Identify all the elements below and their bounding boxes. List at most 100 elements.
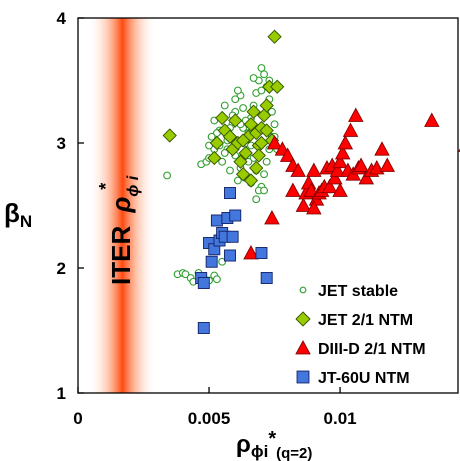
data-point xyxy=(224,187,236,199)
data-point xyxy=(220,101,229,110)
data-point xyxy=(348,107,364,122)
data-point xyxy=(163,171,172,180)
data-point xyxy=(224,249,236,262)
data-point xyxy=(327,170,343,185)
x-axis-label-symbol: ρ xyxy=(236,431,251,458)
data-point xyxy=(270,120,279,129)
iter-label-sub: ϕ i xyxy=(125,175,142,197)
data-point xyxy=(181,270,190,279)
data-point xyxy=(260,272,273,284)
y-axis-label-symbol: β xyxy=(4,198,20,228)
data-point xyxy=(259,98,274,113)
series-square xyxy=(195,187,273,334)
data-point xyxy=(233,176,242,185)
y-tick-label: 2 xyxy=(57,259,66,278)
data-point xyxy=(295,197,312,212)
iter-label-sup: * xyxy=(96,183,116,190)
data-point xyxy=(228,113,243,128)
data-point xyxy=(215,110,230,126)
data-point xyxy=(279,147,296,162)
data-point xyxy=(235,167,251,182)
legend-label: JET stable xyxy=(318,283,398,300)
data-point xyxy=(379,157,395,172)
data-point xyxy=(251,148,266,163)
x-axis-label: ρϕi*(q=2) xyxy=(236,428,312,461)
data-point xyxy=(226,230,239,243)
data-point xyxy=(162,128,177,143)
data-point xyxy=(243,117,259,132)
series-triangle xyxy=(243,107,460,260)
data-point xyxy=(260,186,268,195)
data-point xyxy=(222,129,238,144)
y-tick-label: 3 xyxy=(57,134,66,153)
data-point xyxy=(254,135,269,151)
data-point xyxy=(239,104,248,112)
data-point xyxy=(285,182,301,197)
plot-frame xyxy=(77,17,459,394)
data-point xyxy=(259,123,274,138)
data-point xyxy=(321,178,338,194)
legend-label: JET 2/1 NTM xyxy=(318,312,413,329)
legend-label: DIII-D 2/1 NTM xyxy=(318,341,426,358)
iter-label-text: ITER xyxy=(106,226,136,285)
data-point xyxy=(226,166,234,175)
data-point xyxy=(205,255,218,268)
legend: JET stable JET 2/1 NTM DIII-D 2/1 NTM JT-60… xyxy=(295,283,426,387)
data-point xyxy=(353,157,369,172)
data-point xyxy=(238,145,253,161)
y-tick-label: 1 xyxy=(57,384,66,403)
data-point xyxy=(260,70,268,79)
legend-marker xyxy=(296,370,310,384)
data-point xyxy=(209,135,225,151)
data-point xyxy=(257,86,266,95)
data-point xyxy=(255,247,268,259)
x-axis-label-sub1: ϕi xyxy=(251,442,268,461)
data-point xyxy=(231,95,240,104)
data-point xyxy=(212,275,221,284)
x-axis-label-sub2: (q=2) xyxy=(276,445,312,461)
x-tick-label: 0.005 xyxy=(188,409,231,428)
data-point xyxy=(243,173,259,188)
data-point xyxy=(267,29,282,44)
data-point xyxy=(246,104,261,119)
data-point xyxy=(210,214,223,227)
data-points xyxy=(162,29,460,334)
svg-text:ITER ρϕ i*: ITER ρϕ i * xyxy=(96,175,142,285)
data-point xyxy=(342,122,359,137)
data-point xyxy=(207,150,222,166)
data-point xyxy=(207,132,216,141)
data-point xyxy=(337,135,354,150)
iter-band xyxy=(88,18,157,393)
data-point xyxy=(306,162,322,177)
data-point xyxy=(218,257,227,266)
data-point xyxy=(268,107,276,116)
x-tick-label: 0 xyxy=(73,409,82,428)
data-point xyxy=(197,277,210,289)
iter-band-label: ITER ρϕ i * xyxy=(96,175,142,285)
data-point xyxy=(233,86,242,95)
x-axis-ticks: 0 0.005 0.01 xyxy=(73,387,357,428)
data-point xyxy=(243,245,259,260)
data-point xyxy=(332,153,348,169)
x-tick-label: 0.01 xyxy=(324,409,357,428)
y-axis-label: βN xyxy=(4,198,32,231)
data-point xyxy=(256,108,272,123)
data-point xyxy=(260,170,268,179)
data-point xyxy=(264,210,280,225)
data-point xyxy=(197,322,210,334)
data-point xyxy=(358,170,375,185)
data-point xyxy=(220,149,229,157)
iter-label-symbol: ρ xyxy=(106,197,136,214)
data-point xyxy=(306,200,322,215)
series-diamond xyxy=(162,29,285,188)
legend-marker xyxy=(295,340,311,355)
data-point xyxy=(249,160,264,176)
data-point xyxy=(424,112,440,127)
data-point xyxy=(329,162,346,177)
data-point xyxy=(334,145,351,160)
data-point xyxy=(235,133,251,148)
y-tick-label: 4 xyxy=(57,9,67,28)
legend-label: JT-60U NTM xyxy=(318,370,410,387)
data-point xyxy=(229,209,242,222)
